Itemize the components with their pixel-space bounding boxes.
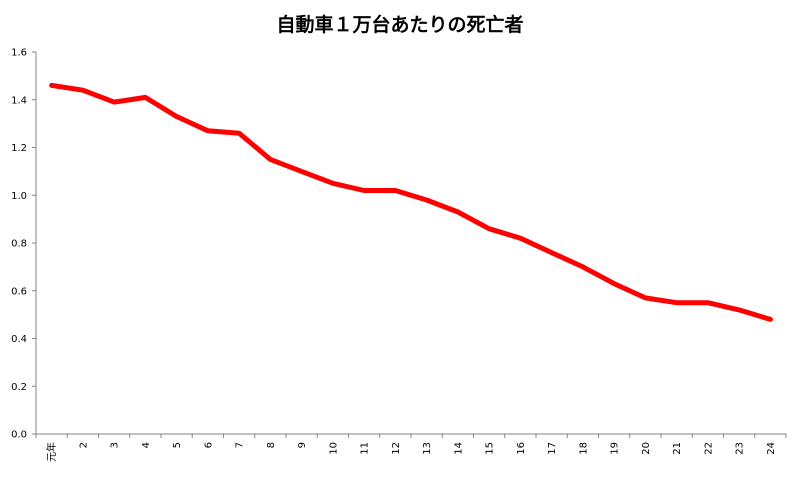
x-tick-label: 14: [453, 442, 464, 455]
x-tick-label: 15: [485, 442, 496, 455]
axes: [35, 52, 786, 435]
x-tick-label: 11: [360, 442, 371, 455]
x-tick-label: 8: [266, 442, 277, 448]
y-axis-ticks: 0.0 0.2 0.4 0.6 0.8 1.0 1.2 1.4 1.6: [11, 48, 36, 441]
x-tick-label: 20: [641, 442, 652, 455]
x-tick-label: 6: [203, 442, 214, 448]
x-tick-label: 10: [328, 442, 339, 455]
x-tick-label: 24: [766, 442, 777, 455]
y-tick-label: 1.2: [11, 143, 27, 154]
x-tick-label: 元年: [45, 442, 58, 462]
x-tick-label: 12: [391, 442, 402, 455]
y-tick-label: 0.0: [11, 430, 27, 441]
y-tick-label: 0.4: [11, 334, 27, 345]
y-tick-label: 1.4: [11, 95, 27, 106]
x-tick-label: 16: [516, 442, 527, 455]
x-tick-label: 5: [172, 442, 183, 448]
x-tick-label: 19: [610, 442, 621, 455]
x-tick-label: 7: [235, 442, 246, 448]
x-tick-label: 23: [735, 442, 746, 455]
x-tick-label: 13: [422, 442, 433, 455]
y-tick-label: 1.6: [11, 48, 27, 59]
chart-title: 自動車１万台あたりの死亡者: [276, 14, 524, 36]
x-tick-label: 21: [672, 442, 683, 455]
x-tick-label: 22: [703, 442, 714, 455]
y-tick-label: 0.8: [11, 239, 27, 250]
series-line: [49, 82, 773, 322]
x-tick-label: 18: [578, 442, 589, 455]
x-tick-label: 4: [141, 442, 152, 448]
x-tick-label: 17: [547, 442, 558, 455]
x-axis-ticks: 元年 2 3 4 5 6 7 8 9 10 11 12 13 14 15 16 17 18 19 20 21 22 23 24: [35, 434, 787, 462]
y-tick-label: 0.2: [11, 382, 27, 393]
series-layer: [49, 82, 773, 322]
x-tick-label: 9: [297, 442, 308, 448]
y-tick-label: 0.6: [11, 286, 27, 297]
x-tick-label: 3: [110, 442, 121, 448]
x-tick-label: 2: [78, 442, 89, 448]
y-tick-label: 1.0: [11, 191, 27, 202]
